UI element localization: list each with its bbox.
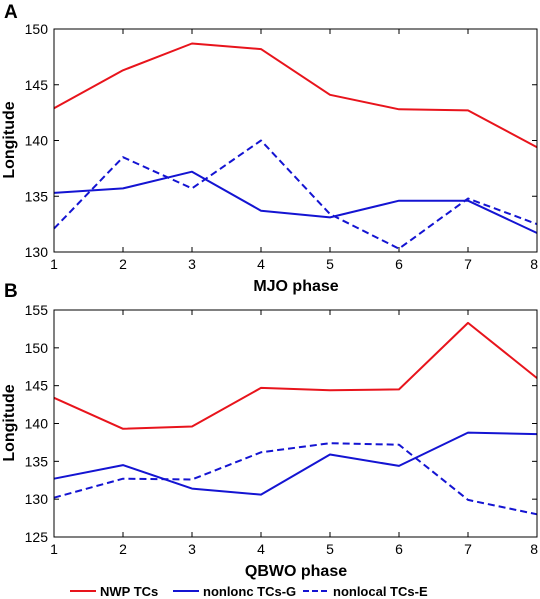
panel-a-xtick-label: 7 <box>464 256 472 272</box>
panel-a-xtick-label: 1 <box>50 256 58 272</box>
panel-a-xtick-label: 3 <box>188 256 196 272</box>
panel-a: A Longitude MJO phase 130 135 140 145 150 1 2 3… <box>1 2 538 295</box>
panel-b-ticks: 125 130 135 140 145 150 155 1 2 3 4 5 6 7 8 <box>25 302 539 557</box>
panel-a-series-nonlonc <box>53 170 538 234</box>
panel-b: B Longitude QBWO phase 12513013514014515… <box>1 281 538 580</box>
panel-a-xtick-label: 5 <box>326 256 334 272</box>
panel-b-label: B <box>4 281 18 302</box>
panel-a-ytick-label: 135 <box>25 188 49 204</box>
panel-a-xtick-label: 8 <box>530 256 538 272</box>
panel-a-xtick-label: 6 <box>395 256 403 272</box>
panel-a-ticks: 130 135 140 145 150 1 2 3 4 5 6 7 8 <box>25 21 539 272</box>
panel-b-series-nonlocal <box>53 442 538 516</box>
panel-b-xtick-label: 4 <box>257 541 265 557</box>
panel-b-xtick-label: 2 <box>119 541 127 557</box>
panel-b-ytick-label: 155 <box>25 302 49 318</box>
panel-b-ytick-label: 150 <box>25 340 49 356</box>
panel-b-ytick-label: 145 <box>25 378 49 394</box>
panel-a-xtick-label: 4 <box>257 256 265 272</box>
panel-b-series <box>53 321 538 516</box>
panel-b-xtick-label: 7 <box>464 541 472 557</box>
panel-b-ytick-label: 135 <box>25 453 49 469</box>
panel-a-ytick-label: 130 <box>25 244 49 260</box>
panel-b-axes-frame <box>53 309 538 538</box>
panel-a-xtick-label: 2 <box>119 256 127 272</box>
panel-b-xtick-label: 1 <box>50 541 58 557</box>
panel-a-series-nonlocal <box>53 139 538 250</box>
panel-a-series <box>53 42 538 250</box>
panel-b-ytick-label: 125 <box>25 529 49 545</box>
panel-b-xtick-label: 8 <box>530 541 538 557</box>
panel-a-series-nwp <box>53 42 538 149</box>
panel-a-ylabel: Longitude <box>1 101 18 178</box>
panel-b-ylabel: Longitude <box>1 384 18 461</box>
panel-b-series-nonlonc <box>53 431 538 496</box>
panel-a-ytick-label: 140 <box>25 133 49 149</box>
legend-label-nonlonc: nonlonc TCs-G <box>203 584 296 599</box>
legend: NWP TCs nonlonc TCs-G nonlocal TCs-E <box>70 584 428 599</box>
panel-a-label: A <box>4 2 18 23</box>
panel-b-ytick-label: 130 <box>25 491 49 507</box>
legend-label-nonlocal: nonlocal TCs-E <box>333 584 428 599</box>
panel-b-series-nwp <box>53 321 538 430</box>
panel-a-xlabel: MJO phase <box>253 278 338 295</box>
panel-b-xtick-label: 5 <box>326 541 334 557</box>
legend-label-nwp: NWP TCs <box>100 584 158 599</box>
panel-b-xtick-label: 6 <box>395 541 403 557</box>
panel-b-xtick-label: 3 <box>188 541 196 557</box>
panel-a-axes-frame <box>53 28 538 253</box>
panel-a-ytick-label: 150 <box>25 21 49 37</box>
panel-b-xlabel: QBWO phase <box>245 563 347 580</box>
panel-a-ytick-label: 145 <box>25 77 49 93</box>
panel-b-ytick-label: 140 <box>25 416 49 432</box>
